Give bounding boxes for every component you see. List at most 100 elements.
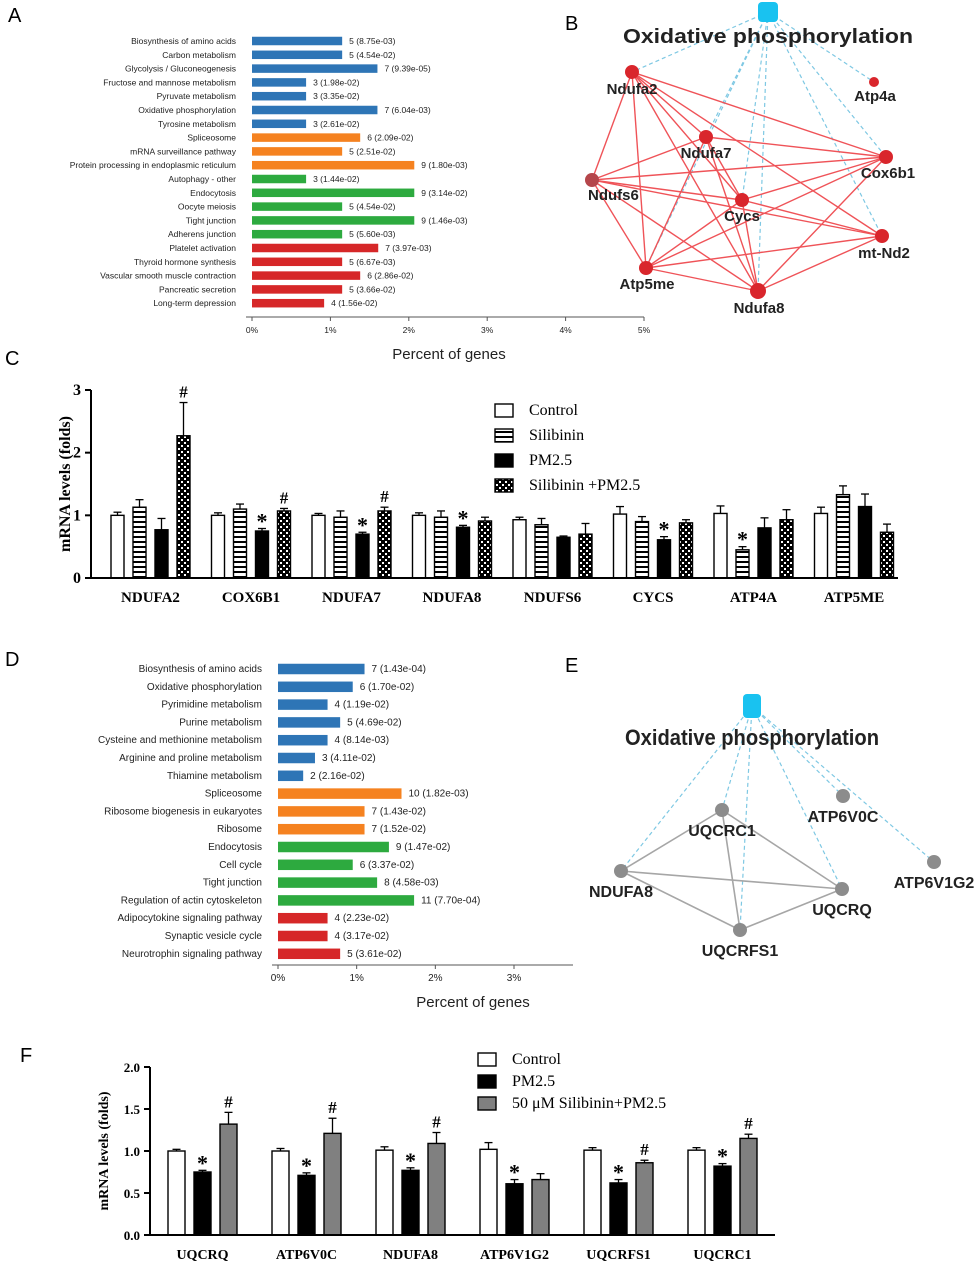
category-label-tight-junction: Tight junction: [186, 215, 237, 225]
significance-mark: #: [380, 487, 389, 506]
significance-mark: *: [405, 1148, 416, 1173]
bar-silibinin-pm2-5-ndufa8: [477, 520, 493, 579]
edge-cox6b1-cycs: [741, 156, 887, 201]
category-label-ndufs6: NDUFS6: [524, 590, 582, 606]
bar-control-ndufa7: [311, 514, 326, 579]
bar-value-label: 4 (1.19e-02): [335, 700, 389, 711]
bar-silibinin-cycs: [634, 520, 650, 579]
bar-spliceosome: [252, 133, 361, 142]
bar-protein-processing-in-endoplasmic-reticulum: [252, 160, 415, 170]
bar-platelet-activation: [252, 243, 379, 253]
edge-atp5me-mt-nd2: [645, 235, 883, 269]
x-tick-label: 0%: [271, 973, 286, 984]
bar-adherens-junction: [252, 229, 343, 239]
significance-mark: *: [659, 517, 670, 542]
category-label-protein-processing-in-endoplasmic-reticulum: Protein processing in endoplasmic reticu…: [70, 160, 236, 170]
category-label-neurotrophin-signaling-pathway: Neurotrophin signaling pathway: [122, 949, 262, 960]
node-uqcrc1: [715, 803, 729, 817]
legend-label-silibinin-pm2-5: Silibinin +PM2.5: [529, 477, 640, 494]
legend-label-50-m-silibinin-pm2-5: 50 μM Silibinin+PM2.5: [512, 1095, 666, 1112]
significance-mark: *: [717, 1144, 728, 1169]
bar-value-label: 5 (3.66e-02): [349, 284, 395, 294]
edge-ndufa8-uqcrq: [620, 870, 843, 890]
node-label-ndufa7: Ndufa7: [681, 145, 732, 162]
node-atp6v0c: [836, 789, 850, 803]
hub-node-oxidative-phosphorylation: [758, 2, 778, 22]
category-label-glycolysis-gluconeogenesis: Glycolysis / Gluconeogenesis: [125, 64, 236, 74]
edge-ndufa7-ndufa8: [705, 136, 759, 292]
edge-ndufa7-ndufs6: [591, 136, 707, 181]
bar-control-atp6v0c: [271, 1150, 290, 1236]
x-tick-label: 2%: [428, 973, 443, 984]
bar-purine-metabolism: [278, 717, 341, 728]
category-label-vascular-smooth-muscle-contraction: Vascular smooth muscle contraction: [100, 271, 236, 281]
category-label-uqcrc1: UQCRC1: [693, 1248, 751, 1263]
bar-value-label: 9 (1.47e-02): [396, 842, 450, 853]
bar-control-ndufa8: [375, 1149, 394, 1236]
bar-thiamine-metabolism: [278, 770, 304, 782]
category-label-adherens-junction: Adherens junction: [168, 229, 236, 239]
bar-long-term-depression: [252, 298, 325, 308]
node-label-uqcrq: UQCRQ: [812, 902, 872, 919]
edge-uqcrfs1-uqcrq: [739, 888, 843, 931]
bar-silibinin-pm2-5-ndufa7: [377, 510, 392, 579]
edge-ndufa7-atp5me: [645, 136, 707, 269]
bar-neurotrophin-signaling-pathway: [278, 948, 341, 960]
panel-b-network: Oxidative phosphorylation Ndufa2 Atp4a Nduf…: [585, 2, 915, 317]
bar-silibinin-ndufa2: [132, 506, 147, 579]
hub-edge-ndufa2: [631, 11, 769, 73]
significance-mark: *: [613, 1160, 624, 1185]
bar-pancreatic-secretion: [252, 285, 343, 294]
category-label-ndufa7: NDUFA7: [322, 590, 381, 606]
edge-cycs-ndufa8: [741, 199, 759, 292]
bar-value-label: 5 (2.51e-02): [349, 146, 395, 156]
panel-a-enrichment-chart: Biosynthesis of amino acids 5 (8.75e-03) C…: [70, 36, 651, 363]
category-label-pancreatic-secretion: Pancreatic secretion: [159, 284, 236, 294]
bar-endocytosis: [252, 188, 415, 198]
node-label-atp6v1g2: ATP6V1G2: [894, 875, 975, 892]
edge-ndufa2-cox6b1: [631, 71, 887, 158]
bar-value-label: 3 (4.11e-02): [322, 753, 376, 764]
bar-pm2-5-atp5me: [857, 505, 873, 579]
panel-letter-b: B: [565, 13, 578, 35]
bar-arginine-and-proline-metabolism: [278, 752, 315, 764]
bar-value-label: 7 (1.43e-04): [372, 664, 426, 675]
edge-uqcrc1-ndufa8: [620, 809, 723, 872]
bar-autophagy-other: [252, 174, 307, 184]
bar-value-label: 6 (2.09e-02): [367, 133, 413, 143]
edge-ndufa2-ndufs6: [591, 71, 633, 181]
bar-oxidative-phosphorylation: [278, 681, 353, 693]
category-label-atp6v1g2: ATP6V1G2: [480, 1248, 549, 1263]
bar-control-atp5me: [813, 512, 829, 579]
bar-fructose-and-mannose-metabolism: [252, 78, 307, 87]
bar-value-label: 4 (3.17e-02): [335, 931, 389, 942]
legend-label-control: Control: [512, 1051, 561, 1068]
node-ndufa7: [699, 130, 713, 144]
category-label-spliceosome: Spliceosome: [187, 133, 236, 143]
bar-pm2-5-ndufa8: [455, 526, 471, 579]
edge-ndufa8-uqcrfs1: [620, 870, 741, 931]
y-tick-label: 0: [73, 570, 81, 587]
bar-biosynthesis-of-amino-acids: [278, 663, 365, 675]
bar-value-label: 3 (1.98e-02): [313, 77, 359, 87]
hub-edge-atp4a: [767, 11, 875, 83]
bar-pm2-5-uqcrfs1: [609, 1182, 628, 1236]
significance-mark: *: [357, 512, 368, 537]
bar-value-label: 7 (1.52e-02): [372, 824, 426, 835]
x-tick-label: 0%: [246, 325, 259, 335]
hub-edge-uqcrfs1: [739, 705, 753, 931]
node-ndufa2: [625, 65, 639, 79]
bar-silibinin-atp5me: [835, 493, 851, 579]
hub-edge-ndufa8: [757, 11, 769, 292]
legend-swatch-pm2-5: [494, 453, 514, 468]
node-label-ndufa8: NDUFA8: [589, 884, 653, 901]
node-ndufa8: [750, 283, 766, 299]
edge-ndufa2-cycs: [631, 71, 743, 201]
bar-tight-junction: [252, 216, 415, 225]
bar-thyroid-hormone-synthesis: [252, 257, 343, 267]
node-atp4a: [869, 77, 879, 87]
bar-pm2-5-uqcrq: [193, 1171, 212, 1236]
edge-cycs-mt-nd2: [741, 199, 883, 237]
category-label-long-term-depression: Long-term depression: [153, 298, 236, 308]
bar-cell-cycle: [278, 859, 353, 871]
